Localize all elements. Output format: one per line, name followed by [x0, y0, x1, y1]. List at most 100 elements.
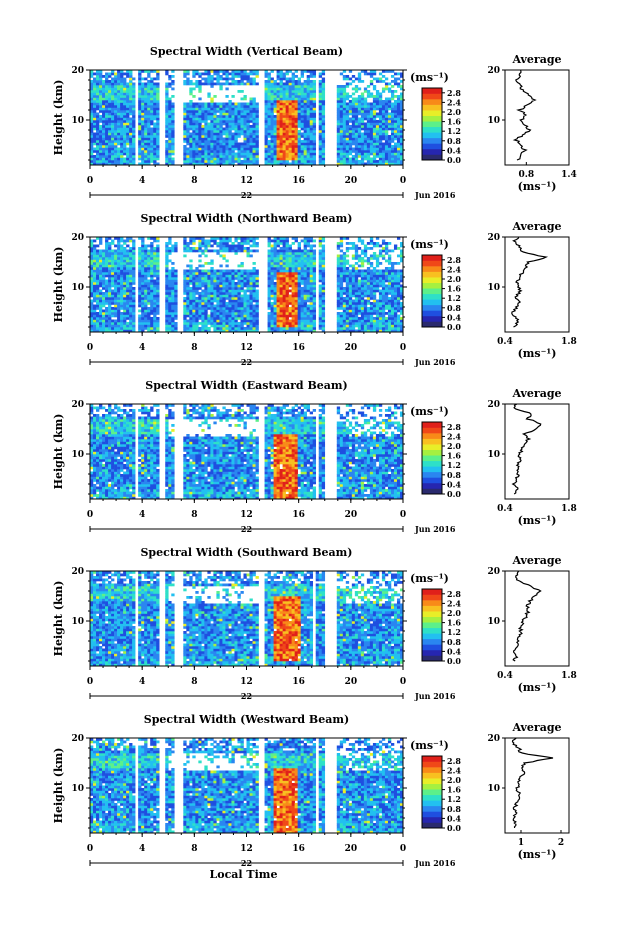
heatmap-cell — [99, 282, 102, 285]
heatmap-cell — [231, 143, 234, 146]
heatmap-cell — [310, 115, 313, 118]
heatmap-cell — [382, 120, 385, 123]
heatmap-cell — [207, 150, 210, 153]
heatmap-cell — [367, 128, 370, 131]
y-axis-label: Height (km) — [52, 80, 65, 156]
heatmap-cell — [201, 128, 204, 131]
heatmap-cell — [301, 75, 304, 78]
heatmap-cell — [210, 108, 213, 111]
heatmap-cell — [96, 262, 99, 265]
heatmap-cell — [234, 325, 237, 328]
heatmap-cell — [391, 93, 394, 96]
heatmap-cell — [385, 85, 388, 88]
heatmap-cell — [132, 158, 135, 161]
heatmap-cell — [201, 250, 204, 253]
heatmap-cell — [129, 105, 132, 108]
heatmap-cell — [397, 120, 400, 123]
heatmap-cell — [391, 135, 394, 138]
heatmap-cell — [141, 90, 144, 93]
heatmap-cell — [247, 143, 250, 146]
heatmap-cell — [120, 85, 123, 88]
heatmap-cell — [388, 115, 391, 118]
heatmap-cell — [156, 75, 159, 78]
heatmap-cell — [247, 312, 250, 315]
heatmap-cell — [271, 302, 274, 305]
heatmap-cell — [165, 260, 168, 263]
heatmap-cell — [117, 73, 120, 76]
heatmap-cell — [111, 143, 114, 146]
heatmap-cell — [298, 103, 301, 106]
heatmap-cell — [228, 277, 231, 280]
heatmap-cell — [147, 300, 150, 303]
heatmap-cell — [277, 277, 280, 280]
heatmap-cell — [102, 158, 105, 161]
heatmap-cell — [298, 120, 301, 123]
heatmap-cell — [111, 125, 114, 128]
heatmap-cell — [153, 123, 156, 126]
heatmap-cell — [274, 123, 277, 126]
heatmap-cell — [274, 85, 277, 88]
heatmap-cell — [352, 150, 355, 153]
heatmap-cell — [216, 78, 219, 81]
heatmap-cell — [292, 138, 295, 141]
heatmap-cell — [198, 277, 201, 280]
heatmap-cell — [240, 312, 243, 315]
heatmap-cell — [144, 250, 147, 253]
heatmap-cell — [367, 125, 370, 128]
heatmap-cell — [198, 282, 201, 285]
heatmap-cell — [382, 145, 385, 148]
heatmap-cell — [123, 290, 126, 293]
heatmap-cell — [117, 265, 120, 268]
heatmap-cell — [213, 275, 216, 278]
heatmap-cell — [96, 150, 99, 153]
heatmap-cell — [228, 145, 231, 148]
heatmap-cell — [201, 307, 204, 310]
heatmap-cell — [394, 113, 397, 116]
heatmap-cell — [231, 325, 234, 328]
heatmap-cell — [117, 262, 120, 265]
heatmap-cell — [105, 105, 108, 108]
heatmap-cell — [240, 242, 243, 245]
heatmap-cell — [183, 155, 186, 158]
heatmap-cell — [243, 138, 246, 141]
heatmap-cell — [105, 317, 108, 320]
heatmap-cell — [268, 115, 271, 118]
heatmap-cell — [99, 148, 102, 151]
heatmap-cell — [120, 292, 123, 295]
heatmap-cell — [283, 295, 286, 298]
heatmap-cell — [234, 302, 237, 305]
heatmap-cell — [99, 83, 102, 86]
heatmap-cell — [123, 295, 126, 298]
heatmap-cell — [243, 242, 246, 245]
heatmap-cell — [108, 138, 111, 141]
heatmap-cell — [156, 320, 159, 323]
heatmap-cell — [219, 85, 222, 88]
heatmap-cell — [213, 135, 216, 138]
heatmap-cell — [120, 327, 123, 330]
heatmap-cell — [225, 73, 228, 76]
heatmap-cell — [280, 143, 283, 146]
heatmap-cell — [126, 143, 129, 146]
heatmap-cell — [198, 272, 201, 275]
heatmap-cell — [153, 320, 156, 323]
heatmap-cell — [201, 317, 204, 320]
heatmap-cell — [165, 300, 168, 303]
heatmap-cell — [114, 140, 117, 143]
heatmap-cell — [147, 280, 150, 283]
heatmap-cell — [204, 307, 207, 310]
heatmap-cell — [376, 155, 379, 158]
heatmap-cell — [307, 83, 310, 86]
heatmap-cell — [379, 80, 382, 83]
heatmap-cell — [234, 327, 237, 330]
heatmap-cell — [349, 78, 352, 81]
heatmap-cell — [280, 300, 283, 303]
heatmap-cell — [153, 327, 156, 330]
panel-title: Spectral Width (Northward Beam) — [141, 212, 353, 225]
heatmap-cell — [222, 322, 225, 325]
heatmap-cell — [120, 240, 123, 243]
heatmap-cell — [168, 150, 171, 153]
heatmap-cell — [201, 125, 204, 128]
heatmap-cell — [271, 113, 274, 116]
heatmap-cell — [231, 125, 234, 128]
heatmap-cell — [168, 85, 171, 88]
